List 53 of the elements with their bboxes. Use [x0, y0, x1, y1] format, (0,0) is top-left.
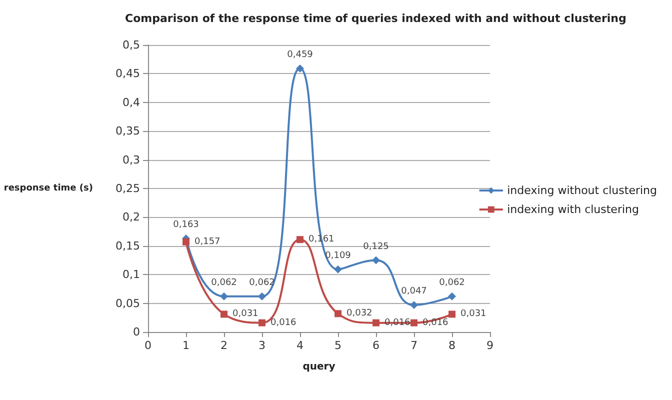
x-tick-label: 9: [486, 339, 494, 352]
y-tick-label: 0,2: [122, 210, 140, 224]
y-tick-label: 0,25: [116, 182, 140, 195]
point: [182, 238, 190, 246]
legend-label: indexing without clustering: [507, 184, 658, 197]
point: [258, 292, 266, 300]
data-label: 0,125: [363, 242, 389, 252]
x-tick-label: 1: [182, 339, 190, 352]
y-tick-label: 0,3: [122, 153, 140, 166]
x-axis-title: query: [302, 362, 336, 372]
data-label: 0,459: [287, 50, 314, 60]
chart-title: Comparison of the response time of queries indexed with and without clustering: [125, 12, 626, 25]
x-tick-label: 5: [334, 339, 342, 352]
data-label: 0,047: [401, 286, 427, 297]
point: [410, 301, 418, 310]
y-tick-label: 0,35: [116, 124, 140, 138]
data-label: 0,016: [422, 318, 449, 328]
data-label: 0,016: [270, 318, 297, 328]
x-tick-label: 7: [410, 339, 418, 352]
point: [296, 236, 304, 244]
y-tick-label: 0,5: [122, 38, 140, 52]
y-tick-label: 0,15: [116, 239, 140, 252]
data-label: 0,031: [232, 309, 258, 320]
x-tick-label: 8: [448, 339, 456, 352]
data-label: 0,031: [460, 309, 486, 320]
data-label: 0,157: [194, 236, 220, 247]
data-label: 0,032: [346, 308, 372, 319]
y-tick-label: 0,1: [122, 268, 140, 282]
y-tick-label: 0: [133, 326, 140, 338]
data-label: 0,163: [173, 220, 199, 230]
point: [410, 319, 418, 326]
x-tick-label: 0: [144, 339, 152, 352]
point: [220, 310, 228, 318]
y-tick-label: 0,45: [116, 67, 140, 80]
point: [258, 319, 266, 326]
x-tick-label: 2: [220, 339, 228, 352]
x-tick-label: 4: [296, 339, 304, 352]
point: [334, 265, 342, 274]
point: [334, 310, 342, 318]
x-tick-label: 6: [372, 339, 380, 352]
point: [296, 64, 304, 73]
point: [448, 292, 456, 300]
data-label: 0,062: [211, 278, 237, 288]
y-tick-label: 0,05: [116, 296, 140, 310]
x-tick-label: 3: [258, 339, 266, 352]
data-label: 0,062: [439, 278, 465, 288]
y-axis-title: response time (s): [4, 184, 93, 194]
point: [448, 310, 456, 318]
y-tick-label: 0,4: [122, 96, 140, 109]
point: [220, 292, 228, 300]
legend-label: indexing with clustering: [507, 203, 639, 216]
point: [372, 319, 380, 326]
point: [372, 256, 380, 264]
